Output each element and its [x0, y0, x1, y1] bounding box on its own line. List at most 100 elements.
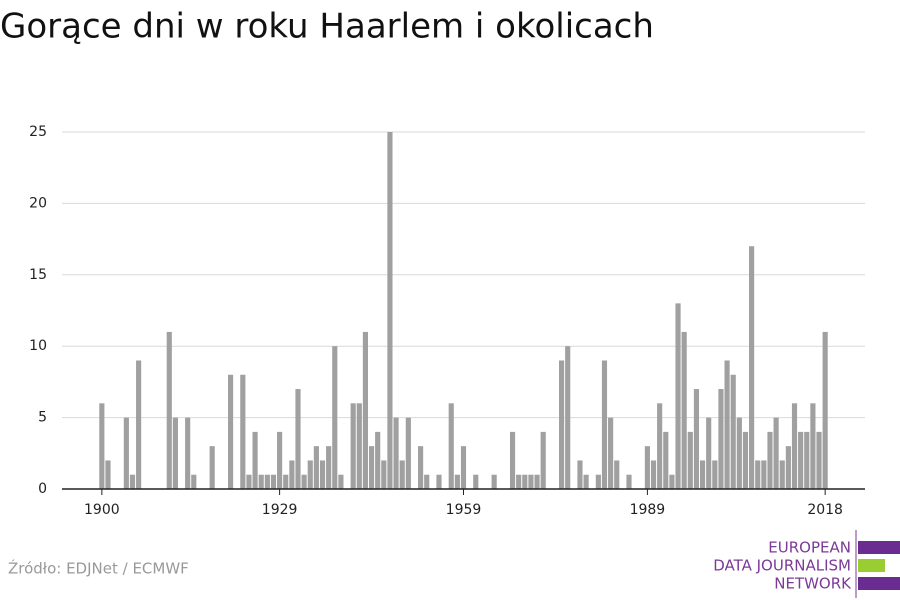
bar	[577, 460, 583, 489]
bar	[534, 474, 540, 489]
bar	[791, 403, 798, 489]
bar	[718, 389, 724, 489]
bar	[362, 331, 368, 489]
bar	[405, 417, 411, 489]
bar	[246, 474, 252, 489]
bar	[614, 460, 620, 489]
bar	[264, 474, 270, 489]
bar	[436, 474, 442, 489]
bar	[608, 417, 614, 489]
bar	[816, 431, 822, 489]
bar	[773, 417, 779, 489]
y-tick-label: 0	[38, 481, 47, 497]
bar	[810, 403, 816, 489]
bar	[693, 389, 700, 489]
bar	[650, 460, 657, 489]
bar	[123, 417, 129, 489]
bar	[313, 446, 319, 489]
x-tick-label: 1929	[262, 502, 298, 518]
bar	[99, 403, 105, 489]
bar	[785, 446, 791, 489]
y-tick-label: 10	[29, 338, 47, 354]
bar	[295, 389, 301, 489]
bar	[681, 331, 687, 489]
bar	[258, 474, 264, 489]
logo-bar	[858, 577, 900, 590]
bar	[663, 431, 669, 489]
bar	[209, 446, 215, 489]
bar	[724, 360, 730, 489]
bar	[644, 446, 650, 489]
bar	[166, 331, 172, 489]
bar	[307, 460, 313, 489]
bar	[393, 417, 399, 489]
bar	[779, 460, 785, 489]
bar	[136, 360, 142, 489]
bar	[699, 460, 706, 489]
bar	[736, 417, 742, 489]
bar	[277, 431, 283, 489]
bar	[522, 474, 528, 489]
bar	[356, 403, 362, 489]
bar	[381, 460, 387, 489]
y-tick-label: 15	[29, 267, 47, 283]
bar	[227, 374, 234, 489]
logo-text: DATA JOURNALISM	[713, 557, 851, 575]
bar	[454, 474, 460, 489]
x-tick-label: 1900	[84, 502, 120, 518]
bar	[798, 431, 804, 489]
bar	[375, 431, 381, 489]
bar	[491, 474, 497, 489]
bar	[240, 374, 246, 489]
bar	[595, 474, 601, 489]
bar	[706, 417, 712, 489]
bar	[319, 460, 326, 489]
bar	[730, 374, 736, 489]
bar	[105, 460, 111, 489]
bar	[657, 403, 663, 489]
bar	[185, 417, 191, 489]
bar	[129, 474, 136, 489]
logo-bar	[858, 559, 885, 572]
bar	[626, 474, 632, 489]
bar	[289, 460, 295, 489]
bar	[509, 431, 516, 489]
bar	[804, 431, 810, 489]
source: Źródło: EDJNet / ECMWF	[8, 559, 189, 578]
logo-bar	[858, 541, 900, 554]
y-tick-label: 25	[29, 124, 47, 140]
x-tick-label: 2018	[807, 502, 843, 518]
bar	[326, 446, 332, 489]
bar	[761, 460, 767, 489]
bar	[448, 403, 454, 489]
bar	[528, 474, 534, 489]
bar	[755, 460, 761, 489]
x-tick-label: 1989	[630, 502, 666, 518]
bar	[424, 474, 430, 489]
chart-title: Gorące dni w roku Haarlem i okolicach	[0, 7, 654, 47]
bar	[767, 431, 773, 489]
bar	[749, 246, 755, 489]
bar	[669, 474, 675, 489]
bar	[516, 474, 522, 489]
bar	[338, 474, 344, 489]
bar	[675, 303, 681, 489]
bar	[191, 474, 197, 489]
bar	[687, 431, 693, 489]
bar	[712, 460, 718, 489]
bar	[473, 474, 479, 489]
bar	[270, 474, 277, 489]
y-tick-label: 20	[29, 195, 47, 211]
logo-text: EUROPEAN	[768, 539, 851, 557]
bar	[172, 417, 178, 489]
bar	[418, 446, 424, 489]
bar	[332, 346, 338, 489]
bar	[387, 132, 393, 489]
bar	[540, 431, 546, 489]
bar	[399, 460, 405, 489]
bar	[283, 474, 289, 489]
bar	[822, 331, 828, 489]
bar	[460, 446, 467, 489]
bar	[742, 431, 749, 489]
bar	[583, 474, 589, 489]
